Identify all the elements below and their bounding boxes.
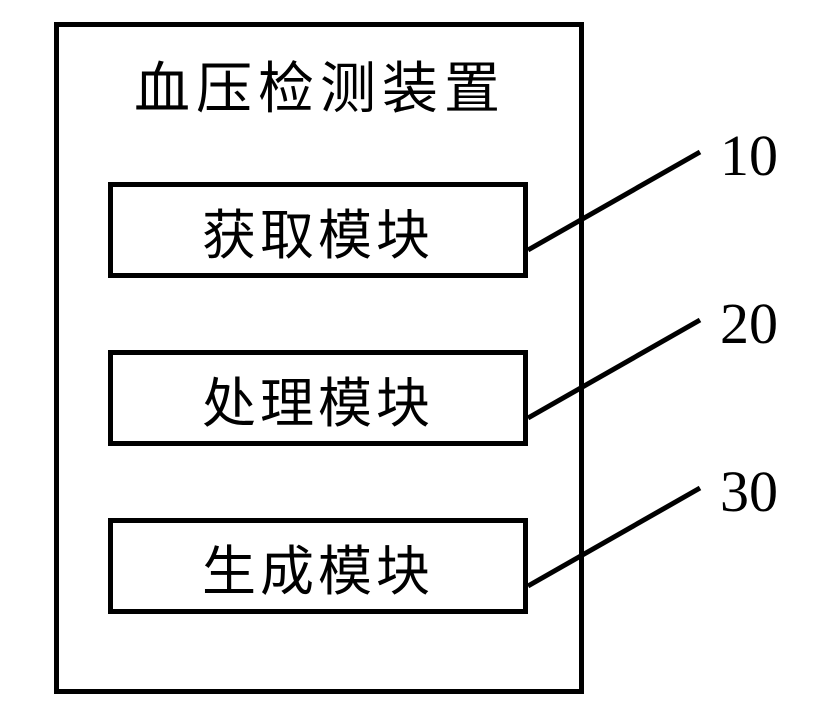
module-box-acquire: 获取模块 (108, 182, 528, 278)
diagram-canvas: 血压检测装置 获取模块 处理模块 生成模块 10 20 30 (0, 0, 838, 721)
module-box-generate: 生成模块 (108, 518, 528, 614)
module-label-process: 处理模块 (202, 359, 434, 438)
annotation-10: 10 (720, 122, 778, 189)
module-box-process: 处理模块 (108, 350, 528, 446)
annotation-20: 20 (720, 290, 778, 357)
module-label-acquire: 获取模块 (202, 191, 434, 270)
module-label-generate: 生成模块 (202, 527, 434, 606)
device-title: 血压检测装置 (100, 50, 540, 130)
annotation-30: 30 (720, 458, 778, 525)
